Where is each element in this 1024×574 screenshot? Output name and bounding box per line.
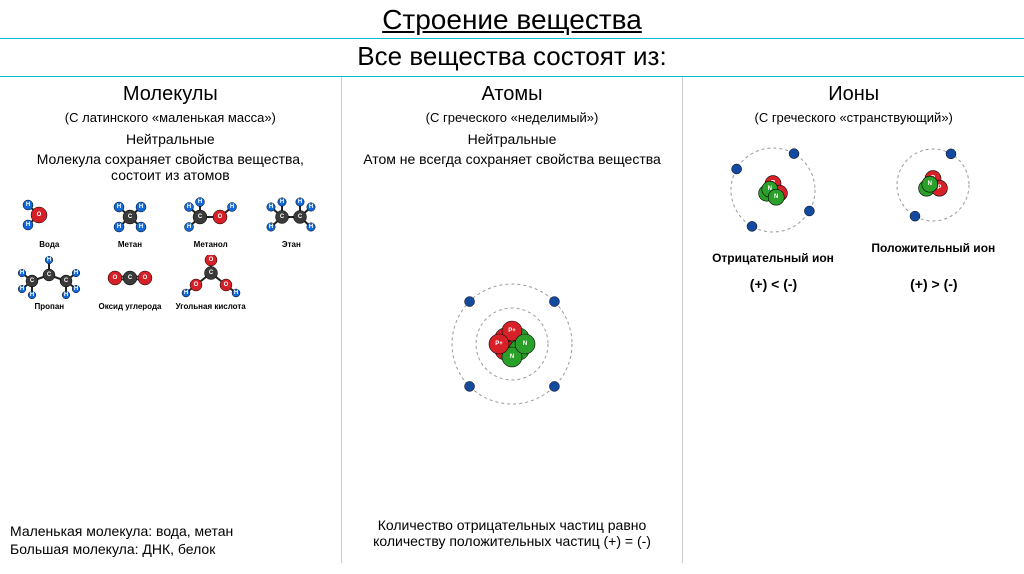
svg-text:H: H	[197, 199, 201, 205]
negative-ion-relation: (+) < (-)	[750, 276, 797, 292]
molecules-footer2: Большая молекула: ДНК, белок	[10, 541, 331, 557]
molecule-carbonic: COOOHHУгольная кислота	[173, 255, 248, 311]
svg-text:H: H	[30, 292, 34, 298]
atoms-description: Атом не всегда сохраняет свойства вещест…	[352, 151, 673, 167]
svg-text:P+: P+	[508, 328, 516, 334]
svg-text:H: H	[20, 270, 24, 276]
svg-text:C: C	[47, 272, 52, 278]
svg-text:H: H	[64, 292, 68, 298]
svg-text:C: C	[197, 214, 202, 220]
positive-ion-diagram: PNPN	[883, 135, 983, 240]
atoms-property: Нейтральные	[352, 131, 673, 147]
ions-etymology: (С греческого «странствующий»)	[693, 110, 1014, 125]
svg-text:H: H	[309, 204, 313, 210]
columns-container: Молекулы (С латинского «маленькая масса»…	[0, 77, 1024, 563]
svg-text:C: C	[128, 275, 133, 281]
ion-relations-row: (+) < (-) (+) > (-)	[693, 276, 1014, 292]
svg-text:H: H	[117, 224, 121, 230]
svg-text:C: C	[64, 278, 69, 284]
svg-text:O: O	[113, 275, 118, 281]
atoms-etymology: (С греческого «неделимый»)	[352, 110, 673, 125]
ions-title: Ионы	[693, 83, 1014, 106]
svg-text:C: C	[128, 214, 133, 220]
svg-text:H: H	[183, 290, 187, 296]
molecules-property: Нейтральные	[10, 131, 331, 147]
svg-text:H: H	[233, 290, 237, 296]
svg-text:H: H	[309, 224, 313, 230]
molecule-methanol: C O H H H H Метанол	[173, 193, 248, 249]
svg-text:H: H	[298, 199, 302, 205]
molecule-co2: O C O Оксид углерода	[93, 255, 168, 311]
molecule-caption: Метанол	[194, 240, 228, 249]
svg-text:H: H	[74, 286, 78, 292]
svg-text:H: H	[269, 224, 273, 230]
molecule-caption: Оксид углерода	[98, 302, 161, 311]
negative-ion-item: PNPNN Отрицательный ион	[712, 135, 834, 266]
negative-ion-diagram: PNPNN	[718, 135, 828, 250]
svg-text:O: O	[193, 282, 198, 288]
svg-text:N: N	[523, 341, 527, 347]
sub-title: Все вещества состоят из:	[0, 38, 1024, 77]
atom-diagram: P+NP+NP+NP+N	[352, 175, 673, 513]
svg-text:O: O	[37, 212, 42, 218]
main-title: Строение вещества	[0, 0, 1024, 38]
svg-text:N: N	[928, 181, 932, 187]
molecules-footer1: Маленькая молекула: вода, метан	[10, 523, 331, 539]
negative-ion-caption: Отрицательный ион	[712, 252, 834, 266]
molecule-caption: Пропан	[35, 302, 65, 311]
svg-text:C: C	[280, 214, 285, 220]
spacer	[693, 292, 1014, 557]
svg-text:O: O	[223, 282, 228, 288]
positive-ion-caption: Положительный ион	[871, 242, 995, 256]
ions-column: Ионы (С греческого «странствующий») PNPN…	[683, 77, 1024, 563]
molecules-gallery: OHHВодаCHHHHМетанCOHHHHМетанолCCHHHHHHЭт…	[10, 191, 331, 313]
svg-text:H: H	[47, 257, 51, 263]
svg-text:H: H	[20, 286, 24, 292]
svg-text:N: N	[510, 354, 514, 360]
svg-text:O: O	[143, 275, 148, 281]
molecule-caption: Вода	[39, 240, 59, 249]
svg-text:H: H	[139, 224, 143, 230]
svg-text:H: H	[186, 204, 190, 210]
svg-text:P: P	[938, 185, 942, 191]
svg-text:H: H	[229, 204, 233, 210]
svg-text:C: C	[298, 214, 303, 220]
atoms-footer: Количество отрицательных частиц равно ко…	[352, 517, 673, 549]
molecule-propane: CCCHHHHHHHПропан	[12, 255, 87, 311]
svg-text:H: H	[269, 204, 273, 210]
svg-text:H: H	[139, 204, 143, 210]
molecules-column: Молекулы (С латинского «маленькая масса»…	[0, 77, 342, 563]
positive-ion-item: PNPN Положительный ион	[871, 135, 995, 256]
svg-text:H: H	[26, 222, 30, 228]
molecule-caption: Угольная кислота	[176, 302, 246, 311]
svg-text:N: N	[774, 194, 778, 200]
molecule-methane: CHHHHМетан	[93, 193, 168, 249]
svg-text:C: C	[208, 270, 213, 276]
molecules-description: Молекула сохраняет свойства вещества, со…	[10, 151, 331, 183]
svg-text:H: H	[26, 202, 30, 208]
svg-text:O: O	[208, 257, 213, 263]
molecule-ethane: CCHHHHHHЭтан	[254, 193, 329, 249]
atoms-column: Атомы (С греческого «неделимый») Нейтрал…	[342, 77, 684, 563]
svg-text:H: H	[117, 204, 121, 210]
svg-text:H: H	[74, 270, 78, 276]
svg-text:H: H	[280, 199, 284, 205]
svg-text:H: H	[186, 224, 190, 230]
ion-row: PNPNN Отрицательный ион PNPN Положительн…	[693, 135, 1014, 266]
molecules-title: Молекулы	[10, 83, 331, 106]
atoms-title: Атомы	[352, 83, 673, 106]
molecules-etymology: (С латинского «маленькая масса»)	[10, 110, 331, 125]
molecule-water: O H H Вода	[12, 193, 87, 249]
positive-ion-relation: (+) > (-)	[910, 276, 957, 292]
molecule-caption: Этан	[282, 240, 301, 249]
svg-text:P+: P+	[495, 341, 503, 347]
svg-text:C: C	[30, 278, 35, 284]
molecule-caption: Метан	[118, 240, 142, 249]
svg-text:O: O	[217, 214, 222, 220]
